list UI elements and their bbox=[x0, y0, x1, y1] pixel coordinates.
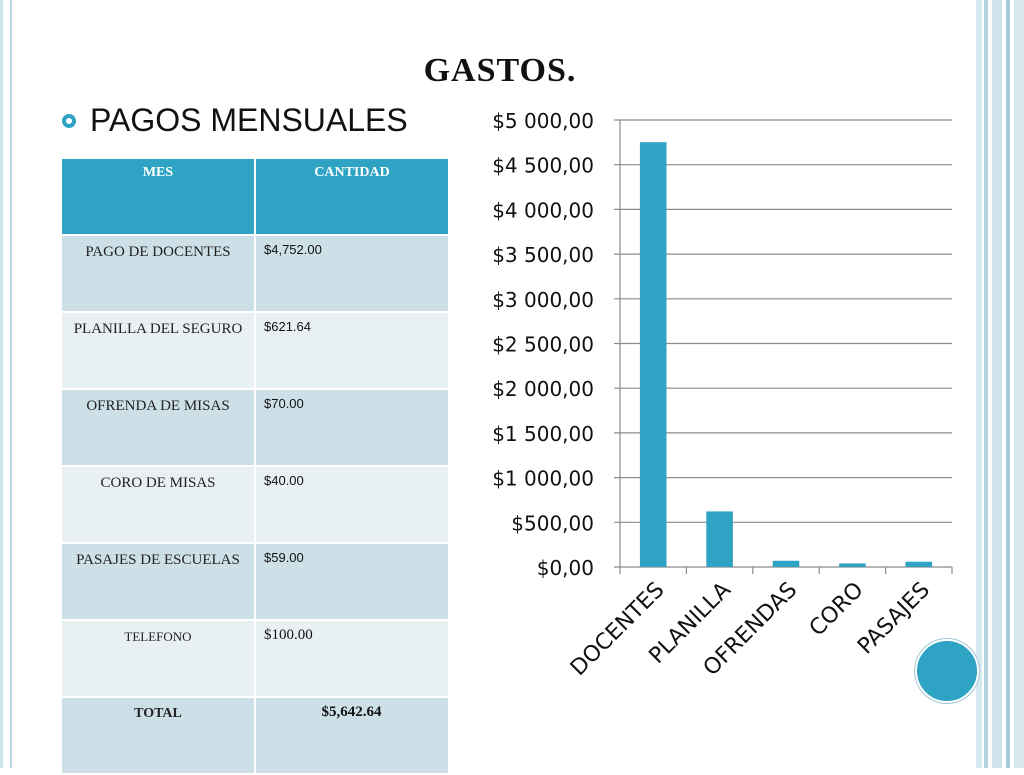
table-total-row: TOTAL $5,642.64 bbox=[60, 696, 450, 775]
table-row: CORO DE MISAS $40.00 bbox=[60, 465, 450, 544]
cell-total-label: TOTAL bbox=[60, 696, 256, 775]
header-cantidad: CANTIDAD bbox=[254, 157, 450, 236]
header-mes: MES bbox=[60, 157, 256, 236]
cell-mes: PAGO DE DOCENTES bbox=[60, 234, 256, 313]
bullet-text: PAGOS MENSUALES bbox=[90, 102, 408, 138]
y-tick-label: $3 000,00 bbox=[492, 288, 594, 312]
table-header-row: MES CANTIDAD bbox=[60, 157, 450, 236]
cell-cantidad: $59.00 bbox=[254, 542, 450, 621]
y-tick-label: $3 500,00 bbox=[492, 243, 594, 267]
bar-chart: $0,00 $500,00 $1 000,00 $1 500,00 $2 000,00 $… bbox=[492, 109, 953, 681]
y-tick-label: $1 500,00 bbox=[492, 422, 594, 446]
table-row: TELEFONO $100.00 bbox=[60, 619, 450, 698]
y-tick-label: $2 500,00 bbox=[492, 333, 594, 357]
table-row: OFRENDA DE MISAS $70.00 bbox=[60, 388, 450, 467]
bar-coro bbox=[839, 563, 866, 567]
cell-cantidad: $70.00 bbox=[254, 388, 450, 467]
expenses-table: MES CANTIDAD PAGO DE DOCENTES $4,752.00 … bbox=[60, 157, 450, 775]
left-frame-border bbox=[0, 0, 12, 768]
table-row: PASAJES DE ESCUELAS $59.00 bbox=[60, 542, 450, 621]
x-tick-label: PASAJES bbox=[853, 578, 935, 660]
cell-cantidad: $40.00 bbox=[254, 465, 450, 544]
right-frame-border bbox=[976, 0, 1024, 768]
y-tick-label: $2 000,00 bbox=[492, 377, 594, 401]
x-tick-label: CORO bbox=[805, 578, 869, 642]
cell-total-value: $5,642.64 bbox=[254, 696, 450, 775]
bar-docentes bbox=[639, 142, 667, 567]
table-row: PAGO DE DOCENTES $4,752.00 bbox=[60, 234, 450, 313]
slide-title: GASTOS. bbox=[423, 52, 577, 89]
decorative-circle bbox=[915, 639, 979, 703]
y-tick-label: $5 000,00 bbox=[492, 109, 594, 133]
circle-bullet-icon bbox=[62, 113, 76, 128]
bar-pasajes bbox=[905, 561, 933, 567]
cell-cantidad: $4,752.00 bbox=[254, 234, 450, 313]
cell-mes: OFRENDA DE MISAS bbox=[60, 388, 256, 467]
cell-mes: TELEFONO bbox=[60, 619, 256, 698]
y-tick-label: $4 500,00 bbox=[492, 154, 594, 178]
x-tick-label: DOCENTES bbox=[566, 578, 669, 681]
y-tick-label: $0,00 bbox=[537, 556, 594, 580]
cell-mes: CORO DE MISAS bbox=[60, 465, 256, 544]
cell-cantidad: $100.00 bbox=[254, 619, 450, 698]
cell-mes: PLANILLA DEL SEGURO bbox=[60, 311, 256, 390]
y-tick-label: $1 000,00 bbox=[492, 467, 594, 491]
bar-planilla bbox=[706, 511, 733, 567]
table-row: PLANILLA DEL SEGURO $621.64 bbox=[60, 311, 450, 390]
cell-cantidad: $621.64 bbox=[254, 311, 450, 390]
bar-ofrendas bbox=[772, 560, 800, 567]
y-tick-label: $4 000,00 bbox=[492, 198, 594, 222]
cell-mes: PASAJES DE ESCUELAS bbox=[60, 542, 256, 621]
bullet-item: PAGOS MENSUALES bbox=[62, 102, 408, 139]
y-tick-label: $500,00 bbox=[511, 511, 594, 535]
